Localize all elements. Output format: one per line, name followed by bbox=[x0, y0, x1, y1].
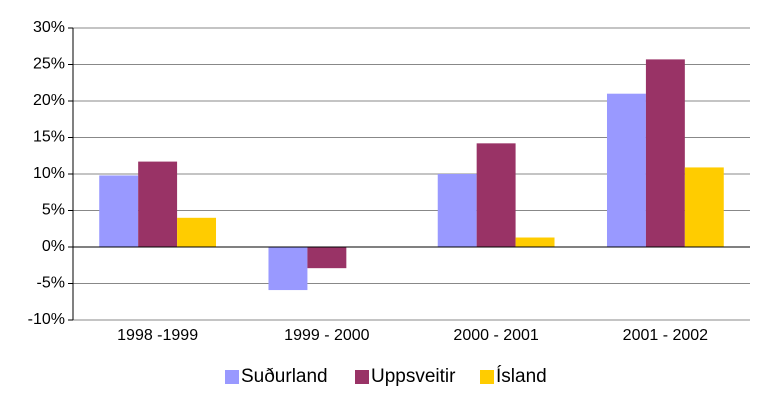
bar bbox=[268, 247, 308, 291]
bar bbox=[437, 174, 477, 247]
legend-label: Uppsveitir bbox=[371, 366, 456, 387]
y-tick-label: 5% bbox=[42, 202, 65, 219]
legend-label: Ísland bbox=[496, 366, 547, 387]
bar bbox=[177, 217, 217, 247]
x-tick-label: 2000 - 2001 bbox=[453, 327, 539, 344]
y-tick-label: 20% bbox=[33, 92, 65, 109]
y-tick-label: 25% bbox=[33, 56, 65, 73]
y-tick-label: 10% bbox=[33, 165, 65, 182]
bar bbox=[645, 59, 685, 247]
x-tick-label: 1998 -1999 bbox=[117, 327, 198, 344]
bar bbox=[476, 143, 516, 247]
y-tick-label: 15% bbox=[33, 129, 65, 146]
y-tick-label: 30% bbox=[33, 19, 65, 36]
y-tick-label: 0% bbox=[42, 238, 65, 255]
legend-label: Suðurland bbox=[241, 366, 328, 387]
x-tick-label: 2001 - 2002 bbox=[623, 327, 709, 344]
bar bbox=[684, 167, 724, 247]
y-tick-label: -10% bbox=[28, 311, 65, 328]
bar bbox=[606, 93, 646, 247]
bar bbox=[99, 175, 139, 247]
bar bbox=[307, 247, 347, 269]
x-tick-label: 1999 - 2000 bbox=[284, 327, 370, 344]
legend-swatch bbox=[225, 370, 239, 384]
legend-swatch bbox=[480, 370, 494, 384]
bar bbox=[515, 237, 555, 247]
bar bbox=[138, 161, 178, 247]
y-tick-label: -5% bbox=[37, 275, 65, 292]
legend-swatch bbox=[355, 370, 369, 384]
